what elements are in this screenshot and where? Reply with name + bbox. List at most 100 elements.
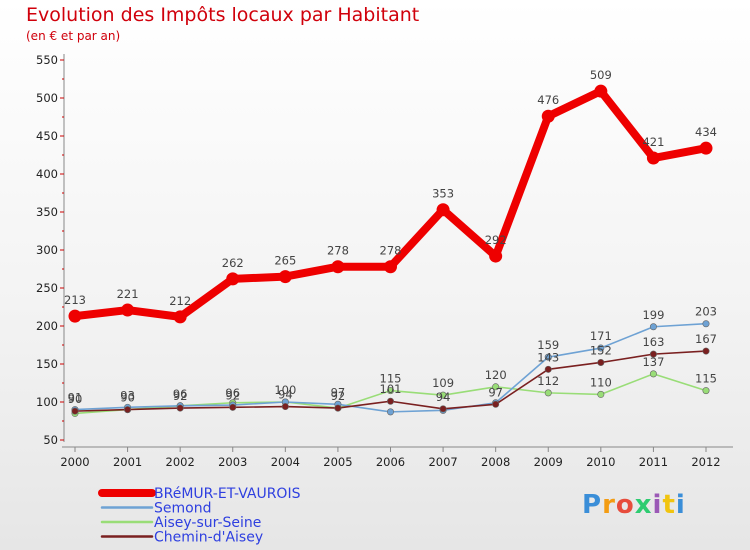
data-label-1: 96 (225, 386, 240, 400)
data-point-3 (597, 358, 605, 366)
data-label-3: 90 (120, 391, 135, 405)
legend-label: Semond (154, 501, 211, 517)
data-point-1 (544, 353, 552, 361)
y-tick-label: 550 (36, 53, 58, 67)
data-label-3: 101 (380, 382, 402, 396)
data-label-1: 171 (590, 329, 612, 343)
x-tick-label: 2009 (534, 455, 563, 469)
data-label-0: 421 (642, 135, 664, 149)
data-label-2: 115 (695, 372, 717, 386)
data-point-0 (699, 141, 713, 155)
x-tick-label: 2005 (323, 455, 352, 469)
y-tick-label: 300 (36, 243, 58, 257)
data-point-3 (386, 397, 394, 405)
x-tick-label: 2000 (60, 455, 89, 469)
y-tick-label: 50 (43, 433, 58, 447)
y-tick-label: 100 (36, 395, 58, 409)
legend-label: Chemin-d'Aisey (154, 530, 263, 546)
data-label-3: 92 (173, 389, 188, 403)
data-point-0 (173, 310, 187, 324)
x-tick-label: 2001 (113, 455, 142, 469)
data-label-1: 97 (331, 385, 346, 399)
data-point-3 (702, 347, 710, 355)
data-point-0 (384, 260, 397, 274)
data-label-1: 203 (695, 305, 717, 319)
series-line-0 (71, 87, 710, 321)
data-point-0 (331, 260, 345, 274)
chart-title: Evolution des Impôts locaux par Habitant (26, 4, 420, 26)
data-label-0: 509 (590, 68, 612, 82)
data-label-0: 278 (380, 244, 402, 258)
data-label-0: 265 (274, 254, 296, 268)
x-tick-label: 2007 (428, 455, 457, 469)
data-label-0: 292 (485, 233, 507, 247)
data-label-1: 100 (274, 383, 296, 397)
legend-label: BRéMUR-ET-VAUROIS (154, 486, 301, 502)
data-point-3 (439, 405, 447, 413)
y-tick-label: 450 (36, 129, 58, 143)
data-label-2: 137 (642, 355, 664, 369)
data-label-2: 110 (590, 375, 612, 389)
data-point-2 (386, 387, 394, 395)
data-point-0 (489, 249, 503, 263)
data-label-3: 143 (537, 350, 559, 364)
data-label-3: 152 (590, 343, 612, 357)
data-point-3 (334, 404, 342, 412)
data-label-2: 112 (537, 374, 559, 388)
x-tick-label: 2003 (218, 455, 247, 469)
data-point-0 (646, 151, 660, 165)
data-point-2 (597, 390, 605, 398)
data-point-2 (439, 391, 447, 399)
data-point-0 (594, 84, 608, 98)
data-label-0: 278 (327, 244, 349, 258)
data-point-0 (226, 272, 240, 286)
y-tick-label: 350 (36, 205, 58, 219)
data-point-0 (278, 270, 292, 284)
data-label-1: 199 (642, 308, 664, 322)
data-point-3 (544, 365, 552, 373)
y-tick-label: 250 (36, 281, 58, 295)
x-tick-label: 2010 (586, 455, 615, 469)
data-point-3 (176, 404, 184, 412)
data-label-2: 115 (380, 372, 402, 386)
data-label-0: 213 (64, 293, 86, 307)
data-label-3: 94 (436, 390, 451, 404)
data-label-3: 92 (331, 389, 346, 403)
data-point-3 (492, 400, 500, 408)
data-point-2 (492, 383, 500, 391)
data-point-3 (281, 403, 289, 411)
chart-subtitle: (en € et par an) (26, 29, 121, 43)
data-point-0 (121, 303, 135, 317)
data-label-3: 167 (695, 332, 717, 346)
data-label-3: 90 (68, 392, 83, 406)
x-tick-label: 2006 (376, 455, 405, 469)
data-point-0 (541, 109, 555, 123)
data-label-3: 97 (488, 385, 503, 399)
data-label-0: 434 (695, 125, 717, 139)
data-point-2 (649, 370, 657, 378)
data-label-0: 212 (169, 294, 191, 308)
data-point-2 (702, 387, 710, 395)
x-tick-label: 2004 (271, 455, 300, 469)
y-tick-label: 150 (36, 357, 58, 371)
y-tick-label: 200 (36, 319, 58, 333)
data-point-0 (68, 309, 82, 323)
data-label-2: 120 (485, 368, 507, 382)
y-tick-label: 500 (36, 91, 58, 105)
data-label-1: 96 (173, 387, 188, 401)
legend-label: Aisey-sur-Seine (154, 515, 261, 531)
x-tick-label: 2002 (166, 455, 195, 469)
data-point-1 (702, 320, 710, 328)
data-point-1 (597, 344, 605, 352)
data-label-0: 353 (432, 187, 454, 201)
data-point-3 (229, 403, 237, 411)
data-label-2: 109 (432, 376, 454, 390)
data-label-1: 159 (537, 338, 559, 352)
data-point-2 (544, 389, 552, 397)
data-point-3 (649, 350, 657, 358)
data-label-0: 221 (117, 287, 139, 301)
data-point-1 (386, 408, 394, 416)
data-point-1 (649, 323, 657, 331)
proxiti-logo: Proxiti (582, 490, 686, 520)
